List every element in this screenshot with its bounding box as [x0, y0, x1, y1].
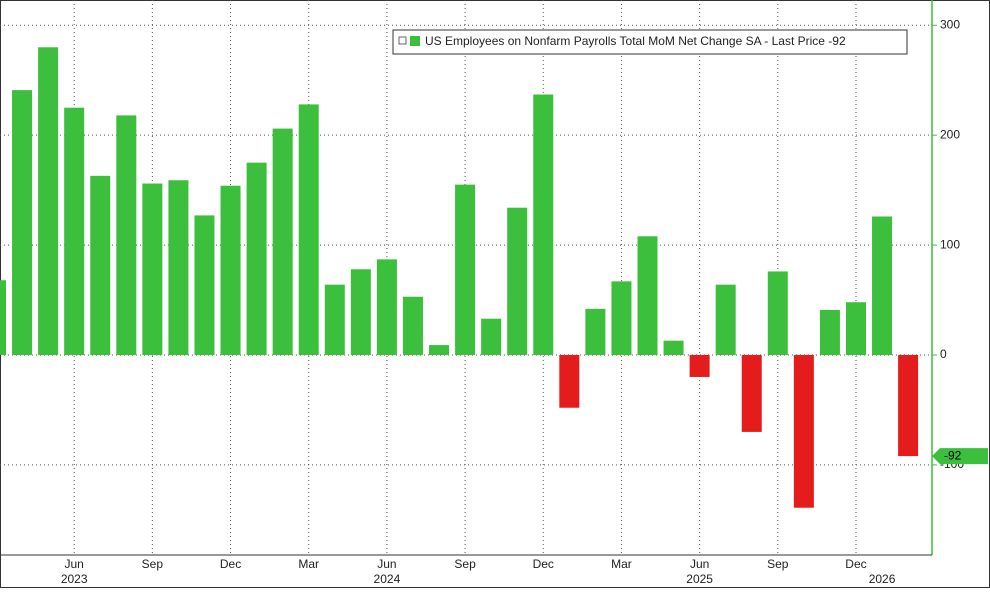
- bar: [168, 180, 189, 355]
- bar: [585, 308, 606, 355]
- bar: [455, 184, 476, 355]
- bar: [298, 104, 319, 355]
- year-label: 2026: [869, 572, 896, 586]
- bar: [793, 354, 814, 508]
- bar: [689, 354, 710, 377]
- y-tick-label: 0: [940, 347, 947, 361]
- bar: [402, 296, 423, 355]
- x-tick-label: Jun: [377, 557, 396, 571]
- x-tick-label: Sep: [767, 557, 789, 571]
- bar: [741, 354, 762, 432]
- bar: [481, 318, 502, 355]
- bar: [64, 107, 85, 355]
- x-tick-label: Mar: [611, 557, 632, 571]
- bar: [429, 345, 450, 355]
- x-tick-label: Sep: [142, 557, 164, 571]
- bar: [898, 354, 919, 457]
- x-tick-label: Sep: [454, 557, 476, 571]
- bar: [12, 90, 33, 355]
- legend-box: [392, 29, 908, 55]
- bar: [220, 185, 241, 355]
- bar: [142, 183, 163, 355]
- bar: [116, 115, 137, 355]
- bar: [559, 354, 580, 408]
- bar: [350, 269, 371, 355]
- legend: US Employees on Nonfarm Payrolls Total M…: [392, 29, 908, 55]
- x-tick-label: Dec: [533, 557, 554, 571]
- x-tick-label: Dec: [845, 557, 866, 571]
- bar: [324, 284, 345, 355]
- last-price-label: -92: [944, 448, 962, 462]
- year-label: 2023: [61, 572, 88, 586]
- last-price-tag: [932, 448, 988, 465]
- bar: [819, 309, 840, 355]
- bar: [715, 284, 736, 355]
- bar: [246, 162, 267, 355]
- bar: [611, 281, 632, 355]
- x-tick-label: Jun: [690, 557, 709, 571]
- bar: [767, 271, 788, 355]
- legend-toggle: [398, 36, 407, 45]
- bar: [38, 47, 59, 355]
- bar: [872, 216, 893, 355]
- bar: [194, 215, 215, 355]
- y-tick-label: 300: [940, 17, 960, 31]
- x-tick-label: Dec: [220, 557, 241, 571]
- legend-swatch: [410, 36, 420, 46]
- bar: [0, 280, 6, 355]
- x-tick-label: Jun: [65, 557, 84, 571]
- bar: [637, 236, 658, 355]
- bar: [272, 128, 293, 355]
- x-tick-label: Mar: [298, 557, 319, 571]
- year-label: 2025: [686, 572, 713, 586]
- bars: [0, 47, 919, 508]
- y-tick-label: 200: [940, 127, 960, 141]
- year-label: 2024: [374, 572, 401, 586]
- bar: [90, 175, 111, 355]
- y-tick-label: 100: [940, 237, 960, 251]
- bar: [507, 207, 528, 355]
- bar: [376, 259, 397, 355]
- bar: [533, 94, 554, 355]
- bar: [663, 340, 684, 355]
- legend-label: US Employees on Nonfarm Payrolls Total M…: [425, 34, 846, 48]
- bar: [845, 302, 866, 355]
